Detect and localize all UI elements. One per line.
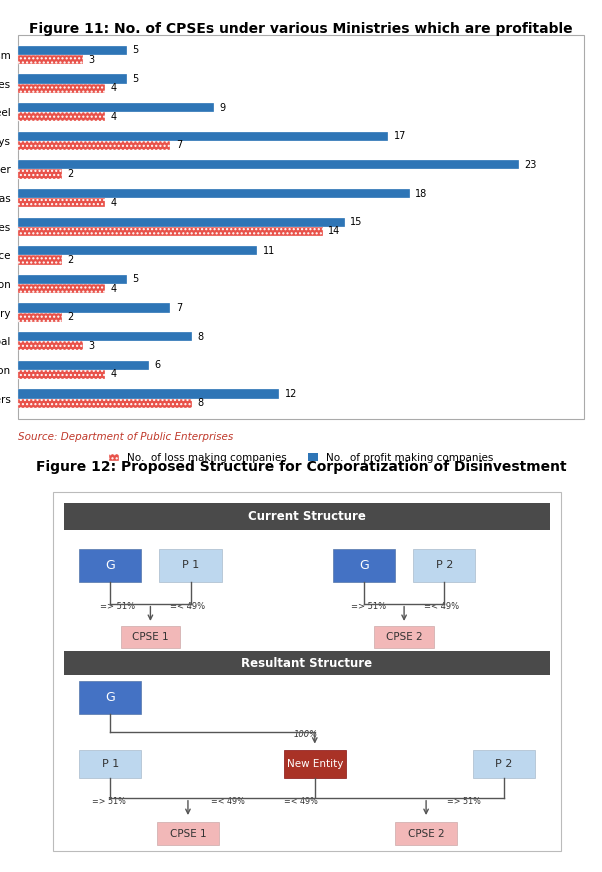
Bar bbox=[18, 255, 61, 264]
Text: 4: 4 bbox=[111, 198, 117, 208]
Bar bbox=[18, 313, 61, 322]
Text: CPSE 1: CPSE 1 bbox=[170, 828, 206, 839]
Bar bbox=[18, 140, 170, 150]
Bar bbox=[18, 160, 519, 169]
Text: Figure 12: Proposed Structure for Corporatization of Disinvestment: Figure 12: Proposed Structure for Corpor… bbox=[36, 460, 566, 474]
Text: G: G bbox=[105, 559, 115, 572]
Text: => 51%: => 51% bbox=[351, 603, 386, 611]
Text: =< 49%: =< 49% bbox=[424, 603, 459, 611]
FancyBboxPatch shape bbox=[54, 492, 560, 851]
Bar bbox=[18, 227, 323, 236]
Bar bbox=[18, 284, 105, 293]
FancyBboxPatch shape bbox=[79, 750, 141, 778]
Text: 11: 11 bbox=[263, 246, 275, 255]
Text: 2: 2 bbox=[67, 255, 73, 265]
Bar bbox=[18, 370, 105, 379]
Bar bbox=[18, 341, 83, 351]
Bar bbox=[18, 132, 388, 140]
FancyBboxPatch shape bbox=[120, 626, 180, 648]
Bar bbox=[18, 303, 170, 313]
Text: 8: 8 bbox=[197, 399, 203, 408]
FancyBboxPatch shape bbox=[160, 548, 222, 582]
FancyBboxPatch shape bbox=[284, 750, 346, 778]
Text: Resultant Structure: Resultant Structure bbox=[241, 657, 373, 670]
Text: 5: 5 bbox=[132, 45, 138, 55]
FancyBboxPatch shape bbox=[64, 651, 550, 675]
Bar bbox=[18, 55, 83, 64]
Text: G: G bbox=[359, 559, 369, 572]
FancyBboxPatch shape bbox=[64, 503, 550, 530]
Text: Source: Department of Public Enterprises: Source: Department of Public Enterprises bbox=[18, 433, 234, 442]
Bar bbox=[18, 45, 127, 55]
FancyBboxPatch shape bbox=[79, 548, 141, 582]
Text: P 2: P 2 bbox=[495, 759, 512, 769]
Text: CPSE 1: CPSE 1 bbox=[132, 631, 169, 642]
Text: 6: 6 bbox=[154, 360, 160, 371]
Text: 4: 4 bbox=[111, 370, 117, 379]
Text: => 51%: => 51% bbox=[447, 797, 480, 806]
Text: New Entity: New Entity bbox=[287, 759, 343, 769]
Text: CPSE 2: CPSE 2 bbox=[408, 828, 444, 839]
Text: Figure 11: No. of CPSEs under various Ministries which are profitable: Figure 11: No. of CPSEs under various Mi… bbox=[29, 22, 573, 36]
Text: 9: 9 bbox=[219, 103, 226, 112]
Text: 7: 7 bbox=[176, 303, 182, 313]
Text: 8: 8 bbox=[197, 331, 203, 342]
Text: =< 49%: =< 49% bbox=[211, 797, 245, 806]
Text: P 1: P 1 bbox=[182, 560, 199, 570]
FancyBboxPatch shape bbox=[79, 680, 141, 713]
Bar bbox=[18, 169, 61, 179]
Text: 14: 14 bbox=[328, 227, 341, 236]
Text: 3: 3 bbox=[89, 341, 95, 351]
Text: CPSE 2: CPSE 2 bbox=[386, 631, 423, 642]
FancyBboxPatch shape bbox=[395, 821, 457, 846]
Text: 5: 5 bbox=[132, 74, 138, 84]
Text: => 51%: => 51% bbox=[92, 797, 126, 806]
FancyBboxPatch shape bbox=[374, 626, 434, 648]
Legend: No.  of loss making companies, No.  of profit making companies: No. of loss making companies, No. of pro… bbox=[104, 449, 498, 467]
Bar bbox=[18, 198, 105, 208]
Bar bbox=[18, 74, 127, 84]
Text: P 1: P 1 bbox=[102, 759, 119, 769]
Bar bbox=[18, 217, 344, 227]
Bar bbox=[18, 332, 192, 341]
Text: P 2: P 2 bbox=[435, 560, 453, 570]
Bar bbox=[18, 35, 584, 419]
Text: 7: 7 bbox=[176, 140, 182, 150]
FancyBboxPatch shape bbox=[157, 821, 219, 846]
Text: 100%: 100% bbox=[294, 731, 318, 739]
Bar bbox=[18, 84, 105, 92]
Text: 4: 4 bbox=[111, 83, 117, 93]
Text: =< 49%: =< 49% bbox=[284, 797, 318, 806]
Text: Current Structure: Current Structure bbox=[248, 510, 366, 523]
Bar bbox=[18, 246, 258, 255]
Bar bbox=[18, 361, 149, 370]
Bar bbox=[18, 103, 214, 112]
Text: 23: 23 bbox=[524, 160, 536, 170]
Text: 4: 4 bbox=[111, 112, 117, 122]
Bar bbox=[18, 189, 410, 198]
Text: =< 49%: =< 49% bbox=[170, 603, 205, 611]
Text: 4: 4 bbox=[111, 283, 117, 294]
FancyBboxPatch shape bbox=[413, 548, 476, 582]
Text: G: G bbox=[105, 691, 115, 704]
Text: 2: 2 bbox=[67, 169, 73, 179]
Bar bbox=[18, 275, 127, 284]
Text: => 51%: => 51% bbox=[100, 603, 135, 611]
FancyBboxPatch shape bbox=[333, 548, 395, 582]
Text: 3: 3 bbox=[89, 55, 95, 65]
Text: 5: 5 bbox=[132, 275, 138, 284]
Bar bbox=[18, 390, 279, 399]
Text: 12: 12 bbox=[285, 389, 297, 399]
Text: 2: 2 bbox=[67, 312, 73, 322]
Text: 18: 18 bbox=[415, 188, 427, 199]
Text: 15: 15 bbox=[350, 217, 362, 227]
Text: 17: 17 bbox=[394, 132, 406, 141]
Bar bbox=[18, 399, 192, 408]
Bar bbox=[18, 112, 105, 121]
FancyBboxPatch shape bbox=[473, 750, 535, 778]
